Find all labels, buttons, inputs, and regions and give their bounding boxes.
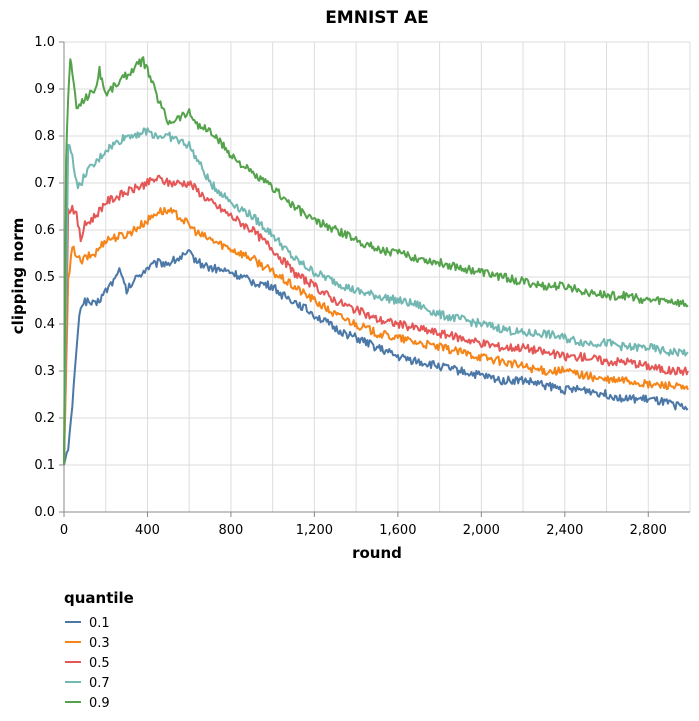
x-axis-title: round [352,544,402,562]
x-tick-label: 1,200 [296,523,333,538]
y-axis-title: clipping norm [9,218,27,334]
y-tick-label: 0.1 [34,458,55,473]
legend-label: 0.9 [89,696,110,711]
series-line-0.9 [63,56,689,466]
y-tick-label: 0.3 [34,364,55,379]
y-tick-label: 0.5 [34,270,55,285]
series-group [63,56,689,466]
legend-title: quantile [64,589,134,607]
series-line-0.1 [63,249,689,466]
y-tick-label: 0.7 [34,176,55,191]
x-tick-label: 2,800 [630,523,667,538]
legend-label: 0.7 [89,676,110,691]
y-tick-label: 0.0 [34,505,55,520]
x-tick-label: 400 [135,523,160,538]
legend-label: 0.1 [89,616,110,631]
series-line-0.7 [63,127,689,466]
series-line-0.5 [63,174,689,466]
x-tick-label: 2,000 [463,523,500,538]
legend-label: 0.5 [89,656,110,671]
y-tick-label: 0.6 [34,223,55,238]
x-tick-label: 800 [219,523,244,538]
legend: quantile 0.1 0.3 0.5 0.7 0.9 [64,589,134,711]
chart-title: EMNIST AE [325,8,429,28]
legend-label: 0.3 [89,636,110,651]
grid [63,41,691,513]
y-tick-label: 0.2 [34,411,55,426]
y-tick-label: 0.9 [34,82,55,97]
y-tick-label: 0.4 [34,317,55,332]
x-tick-label: 1,600 [379,523,416,538]
x-tick-label: 2,400 [546,523,583,538]
series-line-0.3 [63,206,689,466]
y-tick-label: 0.8 [34,129,55,144]
y-tick-label: 1.0 [34,35,55,50]
x-tick-label: 0 [60,523,68,538]
